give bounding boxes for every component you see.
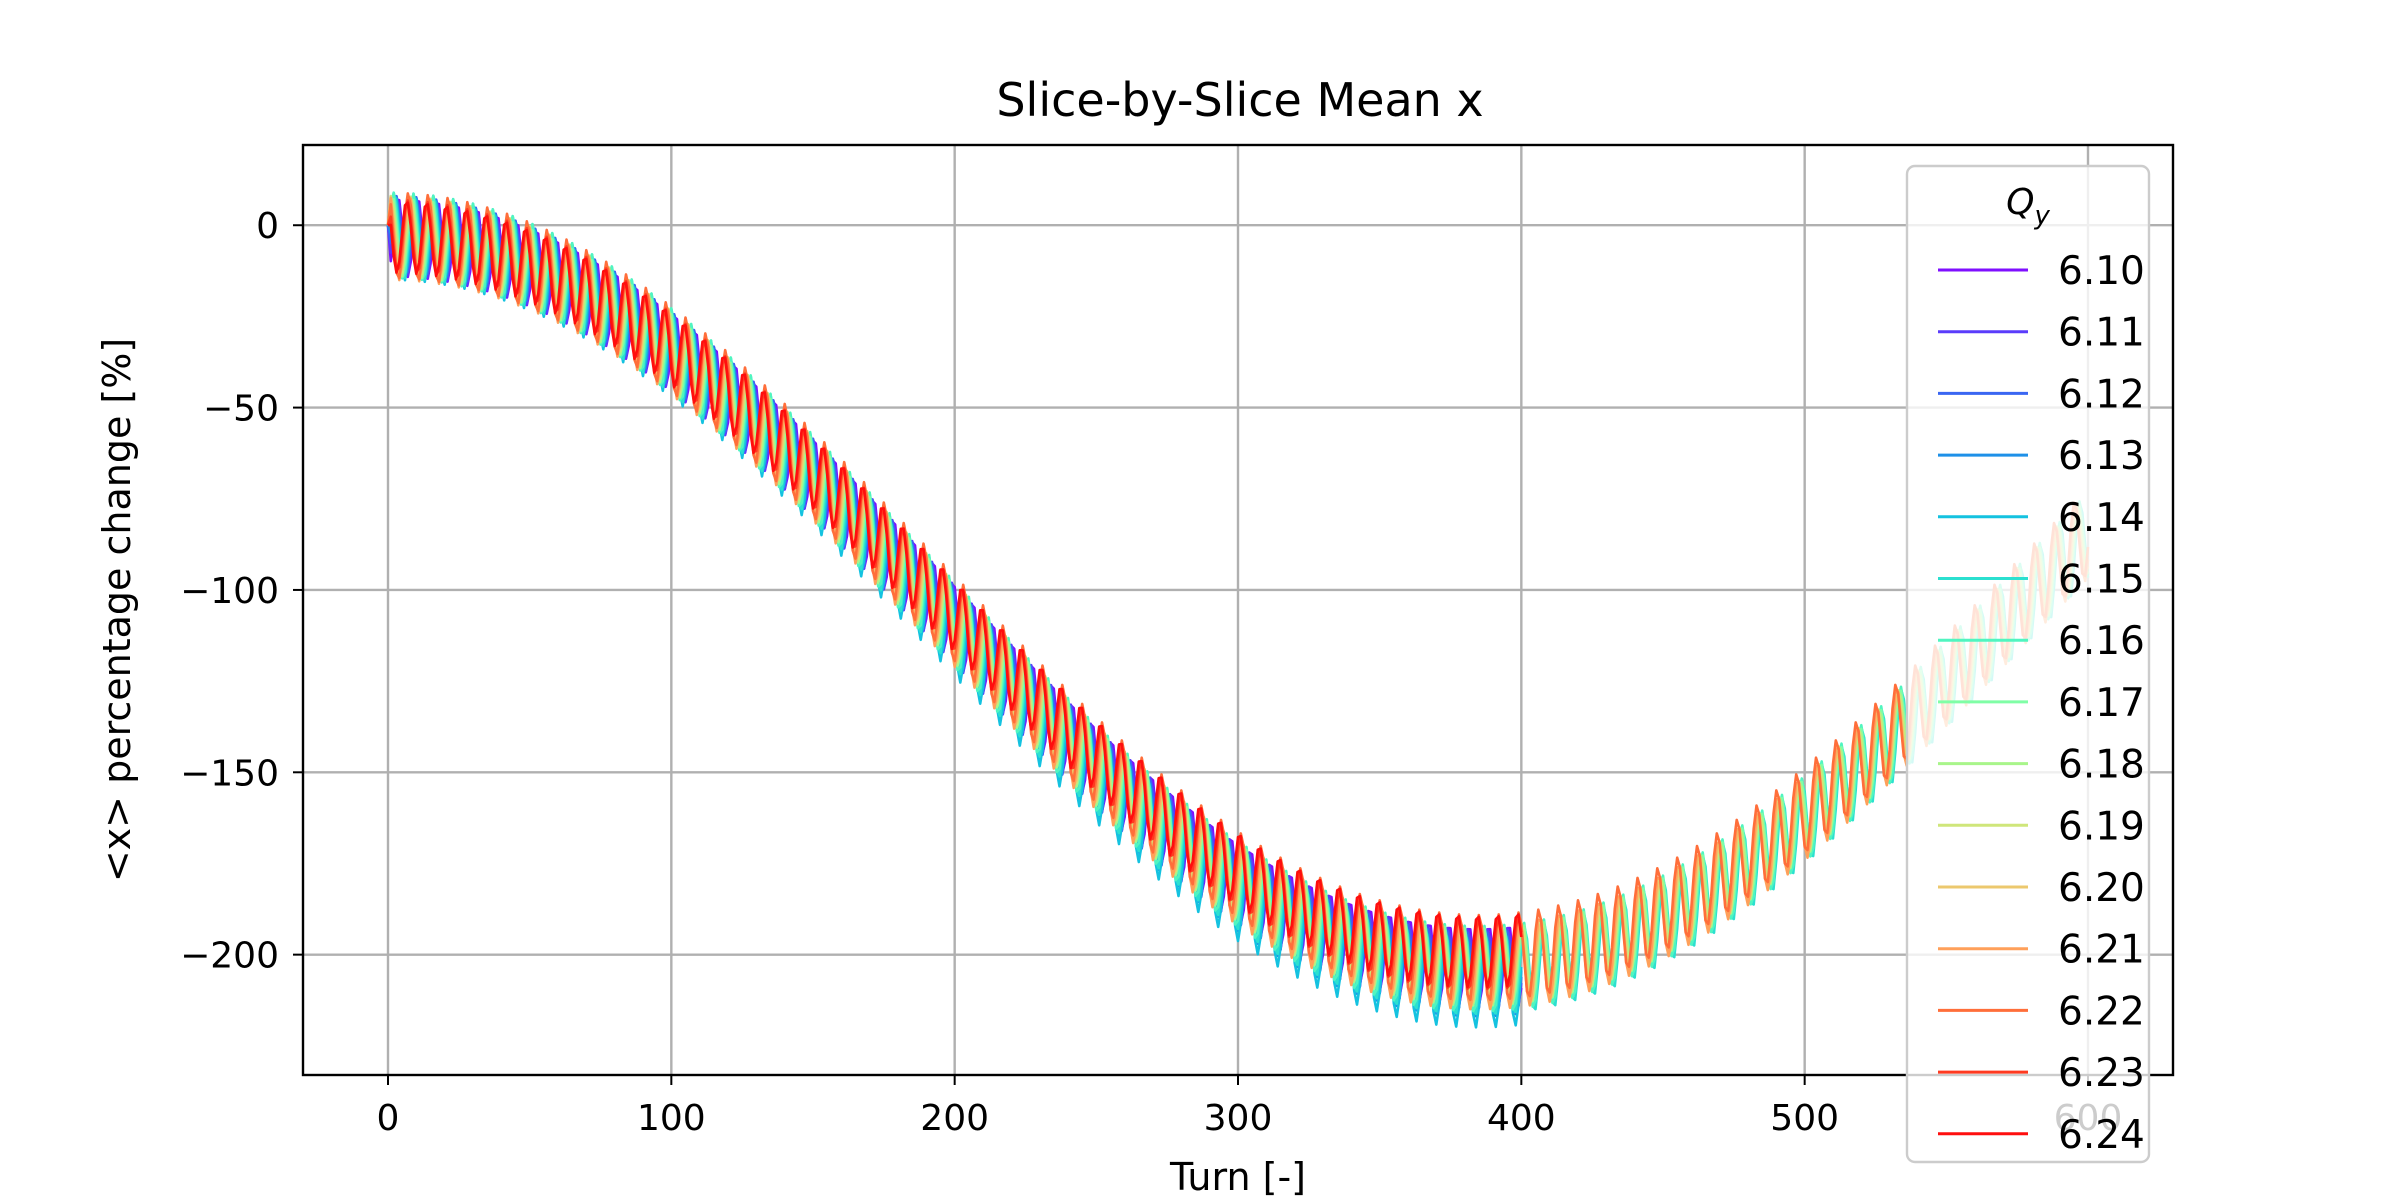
x-tick-label: 0 [377, 1098, 400, 1139]
legend-label: 6.18 [2058, 743, 2145, 788]
x-tick-label: 400 [1487, 1098, 1556, 1139]
legend-label: 6.22 [2058, 989, 2145, 1034]
legend-label: 6.11 [2058, 311, 2145, 356]
legend-label: 6.15 [2058, 558, 2145, 603]
series-lines [386, 191, 2090, 1029]
legend-label: 6.17 [2058, 681, 2145, 726]
legend-label: 6.16 [2058, 619, 2145, 664]
y-axis-label: <x> percentage change [%] [95, 338, 139, 882]
y-tick-label: 0 [256, 206, 279, 247]
chart-title: Slice-by-Slice Mean x [996, 73, 1483, 127]
legend-label: 6.10 [2058, 249, 2145, 294]
legend-items: 6.10 6.11 6.12 6.13 6.14 6.15 6.16 6.17 6.18 6.19… [1938, 249, 2145, 1158]
legend-label: 6.14 [2058, 496, 2145, 541]
legend-label: 6.20 [2058, 866, 2145, 911]
x-tick-label: 300 [1204, 1098, 1273, 1139]
x-tick-label: 500 [1770, 1098, 1839, 1139]
legend-label: 6.12 [2058, 372, 2145, 417]
legend-label: 6.19 [2058, 804, 2145, 849]
x-tick-label: 200 [920, 1098, 989, 1139]
y-ticks: 0 −50 −100 −150 −200 [180, 206, 303, 977]
legend-label: 6.24 [2058, 1113, 2145, 1158]
series-line-6.24 [387, 201, 1523, 989]
x-axis-label: Turn [-] [1169, 1155, 1306, 1199]
y-tick-label: −100 [180, 571, 279, 612]
y-tick-label: −150 [180, 753, 279, 794]
legend-frame [1905, 164, 2151, 1164]
y-tick-label: −200 [180, 936, 279, 977]
x-tick-label: 100 [637, 1098, 706, 1139]
legend: Qy 6.106.116.126.136.146.156.166.176.186… [1905, 164, 2151, 1164]
legend-label: 6.21 [2058, 928, 2145, 973]
y-tick-label: −50 [203, 389, 279, 430]
legend-label: 6.23 [2058, 1051, 2145, 1096]
legend-label: 6.13 [2058, 434, 2145, 479]
